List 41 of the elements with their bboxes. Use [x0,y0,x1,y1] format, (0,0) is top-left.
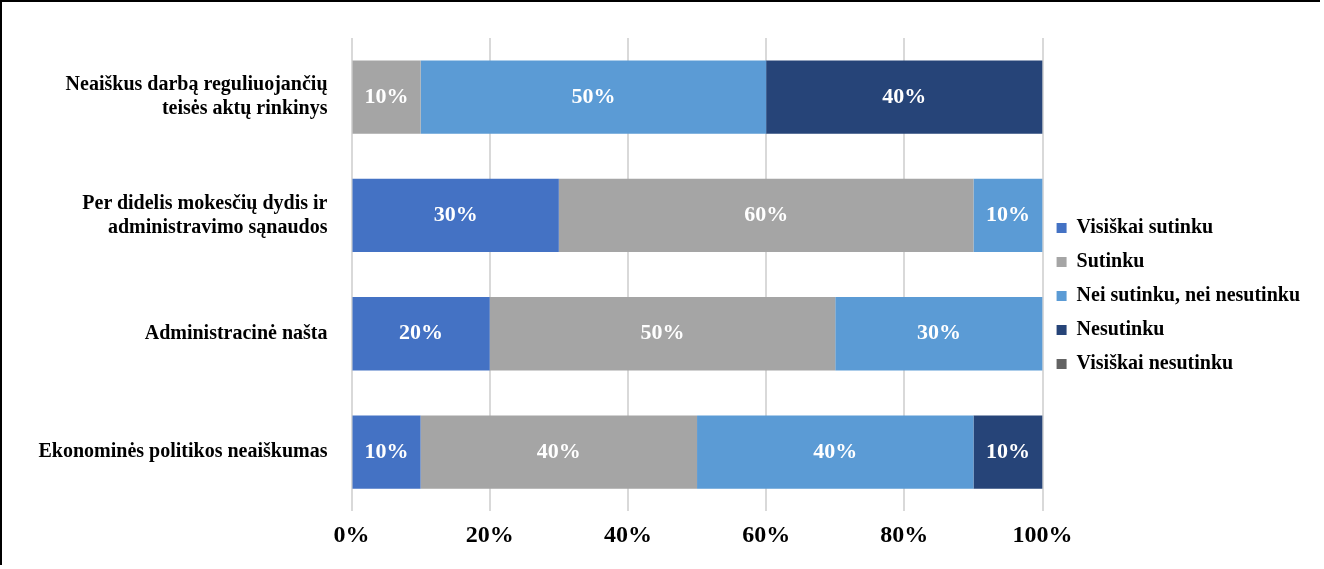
legend-label: Visiškai nesutinku [1076,351,1234,374]
bar [352,60,421,134]
x-tick-label: 40% [603,520,652,547]
y-tick-label: Neaiškus darbą reguliuojančių teisės aktų rinkinys [65,72,328,120]
x-tick-label: 100% [1012,520,1073,547]
data-label: 10% [364,82,409,108]
data-label: 20% [399,319,444,345]
bar [697,415,974,489]
bar [489,297,836,371]
bar [420,60,767,134]
y-tick-label: Per didelis mokesčių dydis ir administravimo sąnaudos [82,190,328,238]
legend-label: Sutinku [1076,249,1145,272]
data-label: 40% [813,437,858,463]
x-tick-label: 0% [333,520,370,547]
data-label: 50% [571,82,616,108]
bar [352,297,490,371]
bar [558,178,974,253]
bar [835,297,1043,371]
bar [352,415,421,489]
bar [973,415,1043,489]
x-tick-label: 20% [465,520,514,547]
x-tick-label: 60% [742,520,791,547]
data-label: 50% [640,319,685,345]
legend-label: Nei sutinku, nei nesutinku [1076,283,1300,306]
data-label: 40% [882,82,927,108]
y-tick-label: Ekonominės politikos neaiškumas [38,439,328,463]
bar [973,178,1043,253]
data-label: 60% [744,201,789,227]
data-label: 10% [364,437,409,463]
bar [766,60,1043,134]
y-tick-label: Administracinė našta [144,320,328,343]
bar [352,178,559,253]
data-label: 40% [536,437,581,463]
legend-label: Visiškai sutinku [1076,215,1214,238]
data-label: 30% [433,201,478,227]
data-label: 10% [986,201,1031,227]
x-tick-label: 80% [880,520,929,547]
legend-label: Nesutinku [1076,317,1165,340]
data-label: 30% [916,319,961,345]
bar [420,415,698,489]
data-label: 10% [986,437,1031,463]
